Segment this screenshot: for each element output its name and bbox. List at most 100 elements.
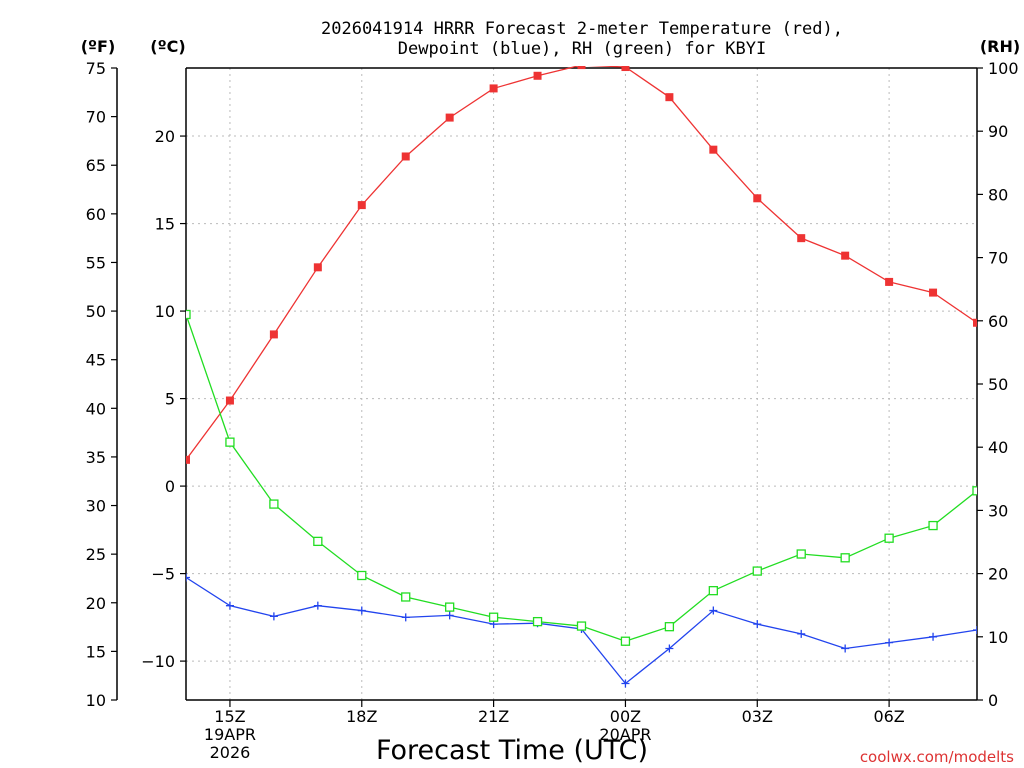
temperature-point [313,263,322,272]
dewpoint-point [357,606,366,615]
temperature-point [885,277,894,286]
x-tick-date-label: 19APR [204,725,256,744]
temperature-point [709,145,718,154]
x-tick-year-label: 2026 [210,743,251,762]
series-line [186,66,977,461]
dewpoint-point [225,601,234,610]
fahrenheit-tick-label: 55 [86,253,106,272]
tick-labels: 10 15 20 25 30 35 40 45 50 55 60 65 70 75 −10 −5 0 5 10 15 2… [86,59,1019,762]
celsius-tick-label: 15 [155,215,175,234]
dewpoint-point [313,601,322,610]
celsius-tick-label: 10 [155,302,175,321]
temperature-point [533,71,542,80]
chart-title-line1: 2026041914 HRRR Forecast 2-meter Tempera… [321,19,843,39]
temperature-point [753,194,762,203]
fahrenheit-tick-label: 45 [86,351,106,370]
dewpoint-point [269,612,278,621]
rh-tick-label: 40 [988,438,1008,457]
dewpoint-point [709,606,718,615]
rh-tick-label: 100 [988,59,1019,78]
axes [111,67,983,707]
series-2-meter-temperature [186,66,977,464]
dewpoint-point [621,679,630,688]
celsius-tick-label: −10 [141,652,175,671]
rh-tick-label: 10 [988,628,1008,647]
dewpoint-point [186,573,190,582]
rh-point [576,621,587,631]
celsius-tick-label: 5 [165,390,175,409]
rh-unit-label: (RH) [980,37,1020,56]
rh-point [445,602,455,612]
fahrenheit-tick-label: 60 [86,205,106,224]
rh-point [401,592,411,602]
grid-lines [186,68,977,700]
rh-tick-label: 50 [988,375,1008,394]
chart-title-line2: Dewpoint (blue), RH (green) for KBYI [398,39,766,59]
x-tick-label: 15Z [214,707,245,726]
rh-point [620,636,631,646]
fahrenheit-tick-label: 10 [86,691,106,710]
rh-point [884,533,894,543]
rh-tick-label: 30 [988,501,1008,520]
temperature-point [841,251,850,260]
temperature-point [797,234,806,243]
rh-point [532,616,543,627]
temperature-point [489,84,498,93]
temperature-point [665,93,674,102]
fahrenheit-tick-label: 20 [86,594,106,613]
series-rh [186,309,977,646]
fahrenheit-tick-label: 35 [86,448,106,467]
dewpoint-point [753,620,762,629]
rh-point [269,499,279,509]
dewpoint-point [401,613,410,622]
rh-tick-label: 20 [988,565,1008,584]
fahrenheit-tick-label: 75 [86,59,106,78]
fahrenheit-tick-label: 15 [86,642,106,661]
x-tick-label: 21Z [478,707,509,726]
dewpoint-point [929,632,938,641]
temperature-point [929,288,938,297]
temperature-point [225,396,234,405]
rh-point [225,437,235,447]
temperature-point [357,201,366,210]
temperature-point [445,113,454,122]
temperature-point [401,152,410,161]
rh-tick-label: 70 [988,249,1008,268]
rh-point [186,309,191,320]
rh-point [488,612,499,622]
fahrenheit-tick-label: 70 [86,108,106,127]
rh-point [357,570,367,581]
celsius-tick-label: −5 [151,565,175,584]
dewpoint-point [797,629,806,638]
celsius-tick-label: 0 [165,477,175,496]
rh-tick-label: 0 [988,691,998,710]
x-tick-date-label: 20APR [599,725,651,744]
data-series [186,66,977,688]
temperature-point [973,318,977,327]
fahrenheit-tick-label: 50 [86,302,106,321]
rh-point [664,622,675,632]
rh-tick-label: 90 [988,122,1008,141]
fahrenheit-tick-label: 65 [86,156,106,175]
watermark: coolwx.com/modelts [860,748,1014,766]
rh-point [840,553,850,563]
dewpoint-point [665,644,674,653]
fahrenheit-tick-label: 30 [86,497,106,516]
temperature-point [269,330,278,339]
x-tick-label: 18Z [346,707,377,726]
rh-point [313,536,323,547]
temperature-point [577,66,586,70]
rh-tick-label: 60 [988,312,1008,331]
dewpoint-point [885,638,894,647]
rh-point [752,566,762,576]
fahrenheit-tick-label: 25 [86,545,106,564]
fahrenheit-unit-label: (ºF) [81,37,116,56]
series-line [186,314,977,642]
rh-point [796,549,806,559]
x-tick-label: 00Z [610,707,641,726]
rh-point [972,486,977,496]
x-axis-title: Forecast Time (UTC) [376,735,648,766]
x-tick-label: 06Z [873,707,904,726]
temperature-point [621,66,630,72]
